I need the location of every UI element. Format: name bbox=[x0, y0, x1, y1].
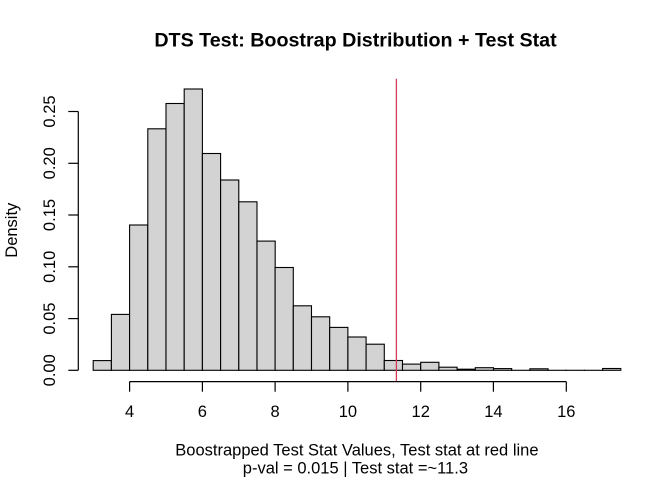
svg-text:Density: Density bbox=[3, 202, 21, 258]
svg-text:6: 6 bbox=[198, 403, 207, 421]
svg-text:8: 8 bbox=[271, 403, 280, 421]
svg-text:0.00: 0.00 bbox=[41, 354, 59, 386]
svg-text:0.20: 0.20 bbox=[41, 147, 59, 179]
svg-text:0.15: 0.15 bbox=[41, 199, 59, 231]
svg-text:4: 4 bbox=[125, 403, 134, 421]
svg-text:DTS Test: Boostrap Distributio: DTS Test: Boostrap Distribution + Test S… bbox=[154, 29, 557, 51]
svg-text:0.05: 0.05 bbox=[41, 303, 59, 335]
svg-text:10: 10 bbox=[339, 403, 357, 421]
svg-text:0.25: 0.25 bbox=[41, 95, 59, 127]
svg-text:Boostrapped Test Stat Values,: Boostrapped Test Stat Values, Test stat … bbox=[175, 442, 538, 460]
svg-text:16: 16 bbox=[557, 403, 575, 421]
svg-text:14: 14 bbox=[484, 403, 502, 421]
svg-text:0.10: 0.10 bbox=[41, 251, 59, 283]
svg-text:12: 12 bbox=[412, 403, 430, 421]
svg-text:p-val = 0.015 | Test stat =~11: p-val = 0.015 | Test stat =~11.3 bbox=[243, 459, 468, 477]
